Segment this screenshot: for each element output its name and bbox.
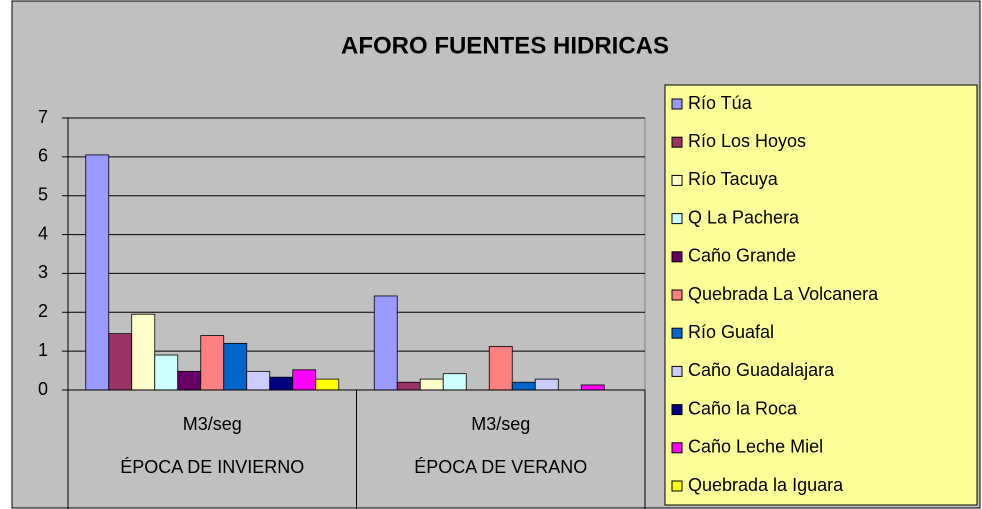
legend-label: Río Guafal [688,322,774,342]
legend-swatch [671,98,683,110]
legend-label: Quebrada La Volcanera [688,284,879,304]
bar [373,295,398,391]
legend-label: Quebrada la Iguara [688,475,844,495]
legend-swatch [671,404,683,416]
bar [396,381,421,391]
legend-swatch [671,442,683,454]
bar [534,378,559,391]
legend-swatch [671,136,683,148]
y-tick-label: 1 [38,340,48,360]
bar [580,384,605,391]
y-tick-label: 6 [38,146,48,166]
bar [154,354,179,391]
bar [269,376,294,391]
bar [488,346,513,391]
legend-swatch [671,213,683,225]
bar [315,378,340,391]
legend-label: Q La Pachera [688,207,800,227]
legend-label: Caño Guadalajara [688,360,835,380]
legend-swatch [671,289,683,301]
bar [108,333,133,391]
x-tick-label: M3/seg [183,414,242,434]
legend-swatch [671,480,683,492]
legend-label: Río Túa [688,93,753,113]
bar [292,369,317,391]
legend-label: Caño la Roca [688,398,798,418]
legend-label: Caño Leche Miel [688,437,823,457]
x-group-label: ÉPOCA DE INVIERNO [120,457,304,477]
legend-swatch [671,327,683,339]
legend-swatch [671,365,683,377]
bar [200,335,225,391]
legend-label: Río Los Hoyos [688,131,806,151]
bar [246,370,271,391]
y-tick-label: 0 [38,379,48,399]
legend-swatch [671,251,683,263]
bar [131,313,156,391]
bar [85,154,110,391]
bar [442,373,467,391]
x-tick-label: M3/seg [471,414,530,434]
bar [511,381,536,391]
x-group-label: ÉPOCA DE VERANO [414,457,587,477]
chart-title: AFORO FUENTES HIDRICAS [341,32,669,59]
legend-label: Río Tacuya [688,169,779,189]
plot-area [67,117,646,391]
bar [223,342,248,391]
y-tick-label: 3 [38,262,48,282]
legend [664,84,978,506]
y-tick-label: 2 [38,301,48,321]
bar [419,378,444,391]
y-tick-label: 5 [38,184,48,204]
legend-swatch [671,174,683,186]
bar [177,370,202,391]
y-tick-label: 7 [38,107,48,127]
legend-label: Caño Grande [688,246,796,266]
y-tick-label: 4 [38,223,48,243]
